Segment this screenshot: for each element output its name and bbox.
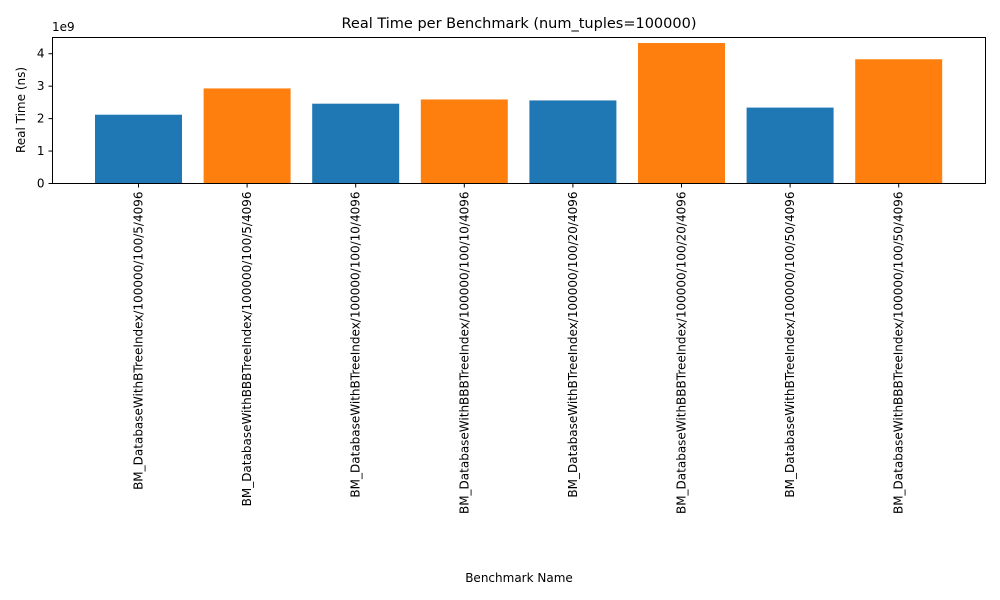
bar-7 — [746, 107, 834, 184]
y-tick-label: 1 — [37, 144, 45, 158]
bars-group — [95, 43, 943, 184]
plot-frame — [52, 37, 986, 184]
y-tick-label: 0 — [37, 177, 45, 191]
y-axis-offset-label: 1e9 — [52, 20, 75, 34]
bar-4 — [420, 99, 508, 184]
x-tick-label: BM_DatabaseWithBTreeIndex/100000/100/20/… — [566, 192, 580, 498]
y-tick-label: 2 — [37, 112, 45, 126]
bar-6 — [638, 43, 725, 184]
bar-1 — [95, 114, 182, 184]
bar-3 — [312, 103, 400, 184]
x-tick-label: BM_DatabaseWithBTreeIndex/100000/100/5/4… — [132, 192, 146, 490]
bar-8 — [855, 59, 943, 184]
bar-2 — [203, 88, 291, 184]
x-tick-label: BM_DatabaseWithBBBTreeIndex/100000/100/5… — [892, 192, 906, 515]
x-tick-label: BM_DatabaseWithBBBTreeIndex/100000/100/2… — [675, 192, 689, 515]
y-axis-ticks: 0 1 2 3 4 — [37, 47, 53, 191]
x-axis-label: Benchmark Name — [465, 571, 573, 585]
y-axis-label: Real Time (ns) — [14, 67, 28, 153]
y-tick-label: 3 — [37, 79, 45, 93]
x-tick-label: BM_DatabaseWithBTreeIndex/100000/100/50/… — [783, 192, 797, 498]
bar-5 — [529, 100, 617, 184]
x-tick-label: BM_DatabaseWithBTreeIndex/100000/100/10/… — [349, 192, 363, 498]
chart-title: Real Time per Benchmark (num_tuples=1000… — [341, 16, 696, 32]
x-tick-label: BM_DatabaseWithBBBTreeIndex/100000/100/1… — [457, 192, 471, 515]
x-tick-label: BM_DatabaseWithBBBTreeIndex/100000/100/5… — [240, 192, 254, 507]
x-axis-ticks: BM_DatabaseWithBTreeIndex/100000/100/5/4… — [132, 183, 906, 515]
y-tick-label: 4 — [37, 47, 45, 61]
